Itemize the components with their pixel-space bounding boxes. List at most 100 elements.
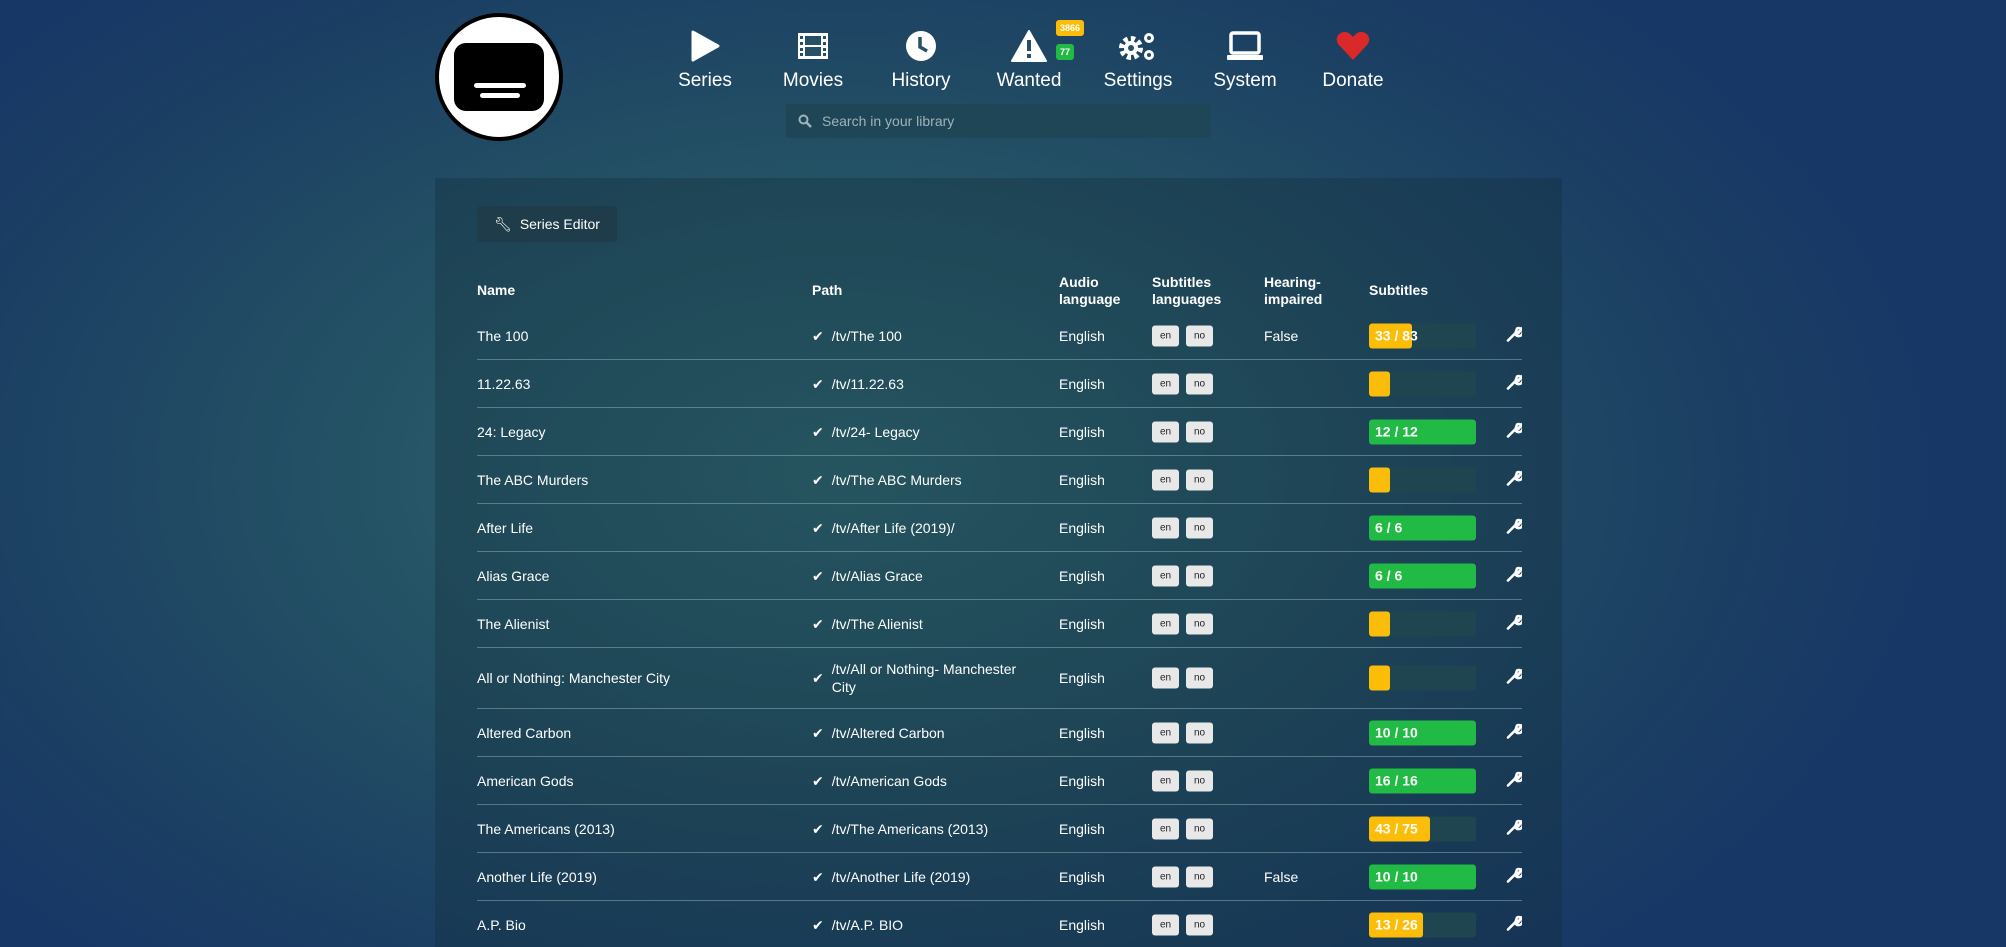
- subtitle-languages: en no: [1152, 818, 1213, 839]
- audio-language: English: [1059, 820, 1105, 837]
- language-tag: en: [1152, 325, 1179, 346]
- series-path: ✔ /tv/The ABC Murders: [812, 471, 1032, 489]
- progress-fill: 6 / 6: [1369, 563, 1476, 588]
- series-name[interactable]: A.P. Bio: [477, 916, 526, 933]
- nav-label: Donate: [1322, 70, 1384, 91]
- subtitle-languages: en no: [1152, 722, 1213, 743]
- search-box[interactable]: [786, 104, 1211, 138]
- series-editor-button[interactable]: 🔧︎ Series Editor: [477, 206, 617, 242]
- nav-donate[interactable]: Donate: [1298, 26, 1408, 92]
- wrench-icon[interactable]: [1506, 613, 1525, 633]
- table-row: After Life ✔ /tv/After Life (2019)/ Engli…: [477, 504, 1525, 552]
- nav-history[interactable]: History: [866, 26, 976, 92]
- wrench-icon[interactable]: [1506, 469, 1525, 489]
- language-tag: no: [1186, 866, 1213, 887]
- audio-language: English: [1059, 471, 1105, 488]
- subtitles-progress: [1369, 467, 1476, 492]
- subtitle-languages: en no: [1152, 667, 1213, 689]
- nav-label: Movies: [782, 70, 844, 91]
- subtitle-languages: en no: [1152, 325, 1213, 346]
- header-path[interactable]: Path: [812, 282, 843, 298]
- subtitles-progress: [1369, 665, 1476, 691]
- wrench-icon[interactable]: [1506, 770, 1525, 790]
- series-name[interactable]: 24: Legacy: [477, 423, 546, 440]
- hearing-impaired: False: [1264, 327, 1299, 344]
- series-name[interactable]: The Americans (2013): [477, 820, 615, 837]
- language-tag: no: [1186, 517, 1213, 538]
- series-path: ✔ /tv/After Life (2019)/: [812, 519, 1032, 537]
- nav-movies[interactable]: Movies: [758, 26, 868, 92]
- wrench-icon[interactable]: [1506, 517, 1525, 537]
- check-icon: ✔: [812, 615, 824, 632]
- wrench-icon[interactable]: [1506, 914, 1525, 934]
- progress-fill: 33 / 83: [1369, 323, 1418, 348]
- language-tag: no: [1186, 421, 1213, 442]
- language-tag: en: [1152, 469, 1179, 490]
- series-name[interactable]: Another Life (2019): [477, 868, 597, 885]
- hearing-impaired: False: [1264, 868, 1299, 885]
- path-text: /tv/Another Life (2019): [831, 868, 971, 885]
- language-tag: en: [1152, 373, 1179, 394]
- subtitles-progress: 10 / 10: [1369, 720, 1476, 745]
- nav-settings[interactable]: Settings: [1083, 26, 1193, 92]
- table-row: 11.22.63 ✔ /tv/11.22.63 English en no: [477, 360, 1525, 408]
- wrench-icon[interactable]: [1506, 866, 1525, 886]
- series-name[interactable]: Altered Carbon: [477, 724, 572, 741]
- nav-series[interactable]: Series: [650, 26, 760, 92]
- header-subtitle-languages[interactable]: Subtitles languages: [1152, 274, 1222, 307]
- wrench-icon[interactable]: [1506, 325, 1525, 345]
- table-row: The Alienist ✔ /tv/The Alienist English e…: [477, 600, 1525, 648]
- header-name[interactable]: Name: [477, 282, 516, 298]
- path-text: /tv/A.P. BIO: [831, 916, 904, 933]
- wrench-icon[interactable]: [1506, 373, 1525, 393]
- search-icon: [798, 114, 812, 128]
- subtitles-progress: 13 / 26: [1369, 912, 1476, 937]
- path-text: /tv/The 100: [831, 327, 902, 344]
- path-text: /tv/11.22.63: [831, 375, 904, 392]
- tv-logo-icon: [454, 43, 544, 111]
- check-icon: ✔: [812, 471, 824, 488]
- audio-language: English: [1059, 567, 1105, 584]
- nav-system[interactable]: System: [1190, 26, 1300, 92]
- series-path: ✔ /tv/The Americans (2013): [812, 820, 1032, 838]
- language-tag: no: [1186, 325, 1213, 346]
- wrench-icon[interactable]: [1506, 421, 1525, 441]
- header-hearing-impaired[interactable]: Hearing-impaired: [1264, 274, 1323, 307]
- subtitle-languages: en no: [1152, 421, 1213, 442]
- series-editor-label: Series Editor: [519, 216, 600, 232]
- language-tag: en: [1152, 818, 1179, 839]
- series-name[interactable]: The ABC Murders: [477, 471, 589, 488]
- audio-language: English: [1059, 916, 1105, 933]
- wrench-icon[interactable]: [1506, 668, 1525, 688]
- wrench-icon[interactable]: [1506, 565, 1525, 585]
- series-path: ✔ /tv/All or Nothing- Manchester City: [812, 660, 1032, 696]
- series-name[interactable]: All or Nothing: Manchester City: [477, 670, 670, 686]
- wrench-icon[interactable]: [1506, 722, 1525, 742]
- nav-wanted[interactable]: Wanted 3866 77: [974, 20, 1085, 92]
- subtitles-progress: 6 / 6: [1369, 515, 1476, 540]
- audio-language: English: [1059, 670, 1105, 686]
- header-subtitles[interactable]: Subtitles: [1369, 282, 1429, 298]
- progress-fill: [1369, 467, 1391, 492]
- language-tag: no: [1186, 373, 1213, 394]
- series-table: The 100 ✔/tv/The 100 English en no False …: [477, 312, 1525, 947]
- audio-language: English: [1059, 327, 1105, 344]
- search-input[interactable]: [822, 113, 1202, 129]
- series-name[interactable]: 11.22.63: [477, 375, 531, 392]
- table-row: A.P. Bio ✔ /tv/A.P. BIO English en no 13 /…: [477, 901, 1525, 947]
- wrench-icon: 🔧︎: [494, 215, 512, 232]
- subtitles-progress: 12 / 12: [1369, 419, 1476, 444]
- wrench-icon[interactable]: [1506, 818, 1525, 838]
- app-logo[interactable]: [435, 13, 563, 141]
- series-name[interactable]: Alias Grace: [477, 567, 550, 584]
- series-name[interactable]: The Alienist: [477, 615, 550, 632]
- nav-label: History: [891, 70, 951, 91]
- series-path: ✔ /tv/The Alienist: [812, 615, 1032, 633]
- check-icon: ✔: [812, 375, 824, 392]
- series-name[interactable]: American Gods: [477, 772, 574, 789]
- audio-language: English: [1059, 615, 1105, 632]
- series-name[interactable]: After Life: [477, 519, 534, 536]
- progress-fill: 43 / 75: [1369, 816, 1431, 841]
- series-name[interactable]: The 100: [477, 327, 529, 344]
- header-audio[interactable]: Audio language: [1059, 274, 1121, 307]
